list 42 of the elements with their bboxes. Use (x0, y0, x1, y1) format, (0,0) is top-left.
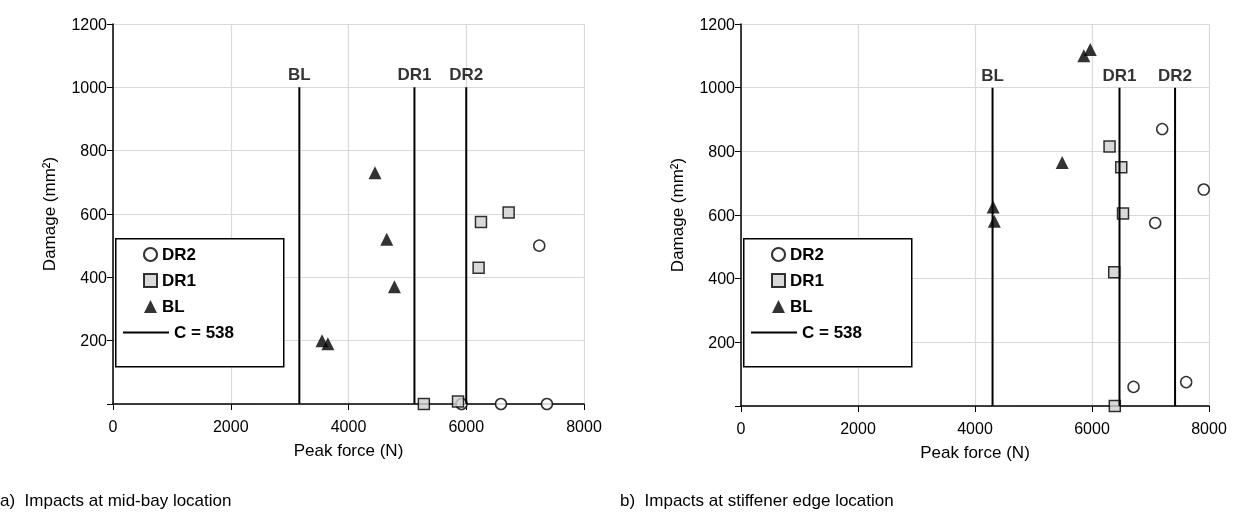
y-tick-label: 600 (80, 205, 108, 223)
legend-label: C = 538 (802, 323, 863, 342)
legend-label: DR1 (790, 271, 825, 290)
y-axis-title: Damage (mm²) (40, 156, 59, 272)
text: a) Impacts at mid-bay location (0, 491, 232, 510)
y-tick-label: 1200 (699, 15, 736, 33)
x-tick-label: 0 (736, 419, 746, 437)
x-tick-label: 4000 (330, 417, 367, 435)
y-tick-label: 400 (80, 268, 108, 286)
legend-label: DR2 (162, 245, 197, 264)
x-tick-label: 2000 (840, 419, 876, 437)
x-tick-label: 4000 (957, 419, 993, 437)
y-tick-label: 400 (708, 270, 736, 288)
x-tick-label: 8000 (1191, 419, 1227, 437)
x-tick-label: 0 (108, 417, 118, 435)
annotation: BL (288, 65, 311, 85)
y-tick-label: 800 (80, 142, 108, 160)
x-tick-label: 2000 (212, 417, 249, 435)
annotation: DR2 (449, 65, 484, 85)
annotation: DR2 (1158, 65, 1193, 85)
x-axis-title: Peak force (N) (920, 443, 1030, 462)
x-tick-label: 6000 (448, 417, 485, 435)
legend-label: C = 538 (174, 323, 235, 342)
x-tick-label: 6000 (1074, 419, 1110, 437)
y-tick-label: 1000 (699, 79, 736, 97)
x-axis-title: Peak force (N) (293, 441, 404, 460)
legend-label: BL (790, 297, 813, 316)
y-tick-label: 200 (80, 332, 108, 350)
y-tick-label: 200 (708, 333, 736, 351)
legend-label: DR2 (790, 245, 825, 264)
y-tick-label: 800 (708, 142, 736, 160)
legend-label: BL (162, 297, 185, 316)
y-axis-title: Damage (mm²) (668, 157, 687, 273)
y-tick-label: 1000 (71, 78, 108, 96)
annotation: DR1 (1102, 65, 1137, 85)
annotation: BL (981, 65, 1004, 85)
y-tick-label: 1200 (71, 15, 108, 33)
annotation: DR1 (397, 65, 432, 85)
x-tick-label: 8000 (566, 417, 602, 435)
legend-label: DR1 (162, 271, 197, 290)
y-tick-label: 600 (708, 206, 736, 224)
text: b) Impacts at stiffener edge location (620, 491, 894, 510)
